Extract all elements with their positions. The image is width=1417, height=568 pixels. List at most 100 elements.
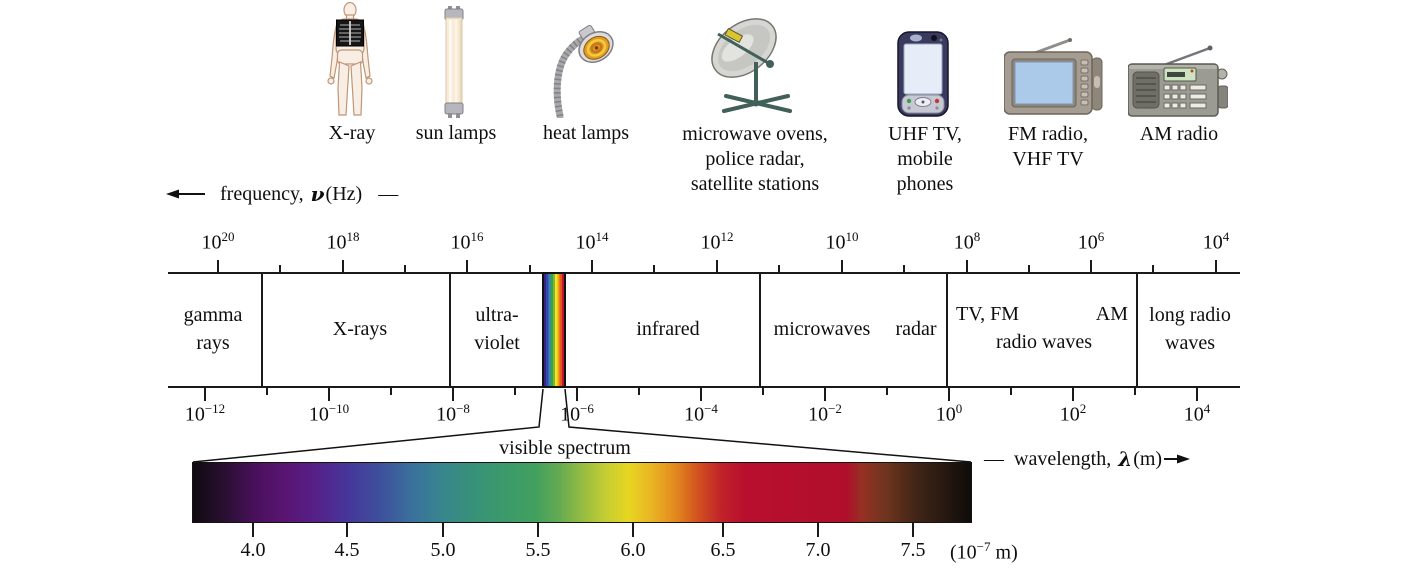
lambda-symbol: λ — [1118, 447, 1133, 471]
region-divider — [1136, 272, 1138, 388]
am-radio-icon — [1128, 45, 1228, 117]
visible-tick-label: 4.5 — [334, 539, 360, 561]
wavelength-tick-label: 100 — [935, 401, 963, 426]
wavelength-tick-label: 104 — [1183, 401, 1211, 426]
frequency-tick-label: 1012 — [700, 229, 734, 254]
wavelength-major-tick — [328, 388, 330, 401]
portable-tv-icon — [1004, 38, 1103, 115]
visible-tick-label: 7.0 — [805, 539, 831, 561]
wavelength-tick-label: 102 — [1059, 401, 1087, 426]
frequency-minor-tick — [1152, 265, 1154, 272]
frequency-tick-label: 1016 — [450, 229, 484, 254]
wavelength-major-tick — [700, 388, 702, 401]
heat-lamp-icon — [553, 24, 614, 118]
wavelength-tick-label: 10−6 — [560, 401, 594, 426]
visible-tick — [346, 523, 348, 537]
device-label-portable-tv: FM radio, VHF TV — [1008, 123, 1088, 170]
visible-tick-label: 5.5 — [525, 539, 551, 561]
region-label-ultra: ultra-violet — [474, 304, 520, 354]
device-label-satellite-dish: microwave ovens, police radar, satellite s… — [682, 123, 828, 195]
wavelength-major-tick — [452, 388, 454, 401]
wavelength-major-tick — [576, 388, 578, 401]
visible-tick — [722, 523, 724, 537]
region-label-microwaves: microwaves — [773, 318, 871, 340]
device-label-xray-body: X-ray — [328, 122, 376, 144]
region-label-xrays: X-rays — [332, 318, 388, 340]
frequency-major-tick — [342, 260, 344, 272]
wavelength-minor-tick — [514, 388, 516, 395]
frequency-tick-label: 1018 — [326, 229, 360, 254]
wavelength-minor-tick — [1134, 388, 1136, 395]
frequency-tick-label: 108 — [953, 229, 981, 254]
wavelength-major-tick — [824, 388, 826, 401]
region-label-radio-waves: radio waves — [995, 331, 1093, 353]
region-divider — [261, 272, 263, 388]
wavelength-minor-tick — [390, 388, 392, 395]
wavelength-major-tick — [204, 388, 206, 401]
device-label-heat-lamp: heat lamps — [542, 122, 630, 144]
frequency-minor-tick — [529, 265, 531, 272]
spectrum-top-line — [168, 272, 1240, 274]
region-label-gamma: gamma rays — [183, 304, 243, 354]
visible-tick — [442, 523, 444, 537]
wavelength-axis-dash: — — [984, 447, 1004, 470]
region-label-radar: radar — [895, 318, 937, 340]
region-divider — [759, 272, 761, 388]
region-label-longradio: long radio waves — [1149, 304, 1231, 354]
frequency-minor-tick — [778, 265, 780, 272]
wavelength-minor-tick — [1010, 388, 1012, 395]
visible-tick-label: 6.5 — [710, 539, 736, 561]
frequency-minor-tick — [404, 265, 406, 272]
visible-tick-label: 6.0 — [620, 539, 646, 561]
frequency-major-tick — [466, 260, 468, 272]
visible-tick — [817, 523, 819, 537]
frequency-tick-label: 1020 — [201, 229, 235, 254]
device-label-mobile-phone: UHF TV, mobile phones — [888, 123, 962, 195]
wavelength-tick-label: 10−8 — [436, 401, 470, 426]
visible-spectrum-title: visible spectrum — [499, 437, 631, 459]
nu-symbol: ν — [310, 182, 325, 206]
frequency-minor-tick — [1028, 265, 1030, 272]
wavelength-tick-label: 10−10 — [308, 401, 350, 426]
wavelength-minor-tick — [266, 388, 268, 395]
frequency-major-tick — [217, 260, 219, 272]
frequency-major-tick — [966, 260, 968, 272]
visible-tick — [912, 523, 914, 537]
frequency-minor-tick — [903, 265, 905, 272]
wavelength-minor-tick — [762, 388, 764, 395]
visible-band — [542, 272, 566, 388]
region-label-tv-fm: TV, FM — [956, 303, 1019, 325]
wavelength-major-tick — [1072, 388, 1074, 401]
device-label-am-radio: AM radio — [1139, 123, 1219, 145]
visible-tick — [252, 523, 254, 537]
frequency-major-tick — [841, 260, 843, 272]
sun-lamp-icon — [444, 6, 464, 118]
wavelength-minor-tick — [886, 388, 888, 395]
frequency-tick-label: 1014 — [575, 229, 609, 254]
wavelength-tick-label: 10−2 — [808, 401, 842, 426]
device-label-sun-lamp: sun lamps — [415, 122, 497, 144]
frequency-major-tick — [716, 260, 718, 272]
satellite-dish-icon — [711, 18, 792, 113]
visible-unit-label: (10−7 m) — [950, 539, 1018, 564]
region-divider — [946, 272, 948, 388]
frequency-major-tick — [591, 260, 593, 272]
frequency-axis-unit: (Hz) — [325, 182, 363, 205]
right-arrow-icon — [1164, 454, 1191, 464]
frequency-minor-tick — [279, 265, 281, 272]
mobile-phone-icon — [897, 31, 949, 117]
region-divider — [449, 272, 451, 388]
wavelength-axis-text: wavelength, — [1014, 447, 1112, 470]
region-label-am: AM — [1095, 303, 1128, 325]
visible-tick — [632, 523, 634, 537]
frequency-axis-text: frequency, — [220, 182, 304, 205]
visible-tick-label: 5.0 — [430, 539, 456, 561]
frequency-axis-dash: — — [378, 182, 399, 205]
frequency-minor-tick — [653, 265, 655, 272]
xray-body-icon — [327, 2, 373, 116]
frequency-major-tick — [1215, 260, 1217, 272]
wavelength-axis-unit: (m) — [1133, 447, 1163, 470]
visible-spectrum-band — [192, 462, 972, 523]
visible-tick-label: 7.5 — [900, 539, 926, 561]
